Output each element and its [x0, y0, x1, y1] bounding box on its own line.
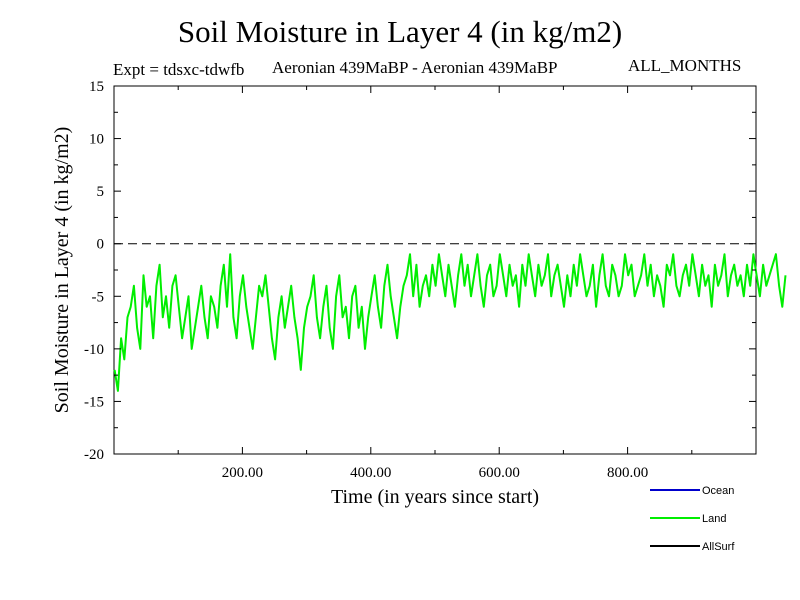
period-label: Aeronian 439MaBP - Aeronian 439MaBP	[272, 58, 558, 77]
y-tick-label: 5	[97, 184, 105, 200]
y-tick-label: 15	[89, 79, 104, 95]
months-label: ALL_MONTHS	[628, 56, 742, 75]
series-line-land	[113, 253, 787, 392]
x-tick-label: 200.00	[222, 465, 263, 481]
y-tick-label: -20	[84, 447, 104, 463]
legend-label-land: Land	[702, 513, 726, 525]
y-axis-label: Soil Moisture in Layer 4 (in kg/m2)	[51, 127, 73, 414]
y-tick-label: -5	[92, 289, 105, 305]
plot-frame	[113, 85, 757, 455]
legend-label-allsurf: AllSurf	[702, 541, 735, 553]
y-tick-label: -15	[84, 394, 104, 410]
x-tick-label: 400.00	[350, 465, 391, 481]
x-axis-label: Time (in years since start)	[331, 486, 539, 508]
chart-title: Soil Moisture in Layer 4 (in kg/m2)	[177, 14, 623, 49]
y-tick-label: 0	[97, 237, 105, 253]
experiment-label: Expt = tdsxc-tdwfb	[113, 60, 245, 79]
y-tick-label: 10	[89, 132, 104, 148]
y-tick-label: -10	[84, 342, 104, 358]
legend-label-ocean: Ocean	[702, 485, 734, 497]
x-tick-label: 800.00	[607, 465, 648, 481]
x-tick-label: 600.00	[479, 465, 520, 481]
